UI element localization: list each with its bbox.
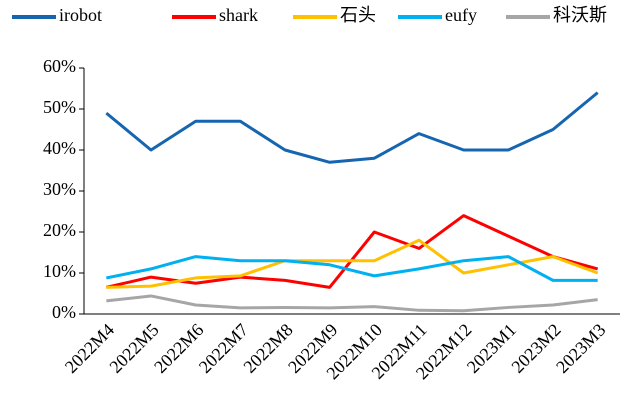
legend-label: eufy xyxy=(445,5,477,25)
y-tick-label: 60% xyxy=(43,56,76,76)
legend-label: shark xyxy=(219,5,258,25)
series-line xyxy=(106,255,598,282)
y-tick-label: 30% xyxy=(43,179,76,199)
legend-label: 科沃斯 xyxy=(553,5,607,25)
legend-label: 石头 xyxy=(340,5,376,25)
x-tick-label: 2022M7 xyxy=(195,320,252,377)
x-tick-label: 2023M3 xyxy=(552,320,609,377)
x-tick-label: 2022M8 xyxy=(239,320,296,377)
y-tick-label: 40% xyxy=(43,138,76,158)
series-line xyxy=(105,214,599,289)
x-tick-label: 2022M6 xyxy=(150,320,207,377)
series-line xyxy=(106,238,599,289)
x-tick-label: 2022M4 xyxy=(61,320,118,377)
series-line xyxy=(105,91,599,164)
y-tick-label: 20% xyxy=(43,220,76,240)
x-tick-label: 2022M5 xyxy=(105,320,162,377)
y-tick-label: 0% xyxy=(52,302,76,322)
x-tick-label: 2023M1 xyxy=(463,320,520,377)
legend-label: irobot xyxy=(59,5,102,25)
series-line xyxy=(106,294,598,313)
y-tick-label: 50% xyxy=(43,97,76,117)
y-tick-label: 10% xyxy=(43,261,76,281)
x-tick-label: 2023M2 xyxy=(507,320,564,377)
